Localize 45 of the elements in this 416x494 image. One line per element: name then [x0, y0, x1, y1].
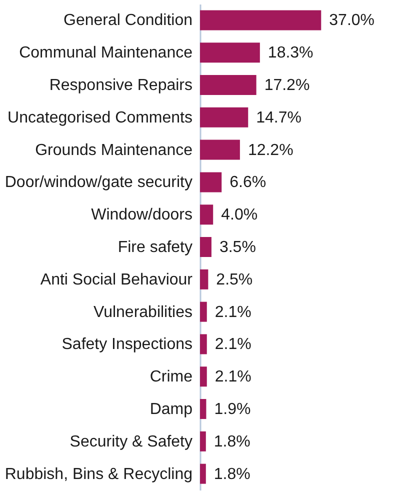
bar — [200, 366, 207, 387]
y-tick-label: Safety Inspections — [62, 336, 192, 354]
bar — [200, 431, 206, 452]
data-label: 2.1% — [214, 304, 252, 321]
y-tick-label: Crime — [150, 368, 193, 386]
y-tick-label: Responsive Repairs — [49, 77, 192, 94]
bar — [200, 140, 240, 160]
bar — [200, 399, 206, 419]
data-label: 1.8% — [214, 466, 250, 483]
y-tick-label: Damp — [150, 401, 193, 418]
y-tick-label: Door/window/gate security — [4, 174, 192, 192]
data-label: 12.2% — [248, 142, 294, 159]
y-tick-label: Communal Maintenance — [19, 44, 193, 62]
bar — [200, 10, 322, 30]
y-tick-label: Vulnerabilities — [93, 304, 192, 321]
y-tick-label: Grounds Maintenance — [35, 142, 193, 159]
data-label: 18.3% — [268, 44, 314, 62]
bar — [200, 107, 248, 128]
bar — [200, 204, 214, 225]
data-label: 2.5% — [216, 271, 253, 288]
data-label: 1.8% — [214, 433, 250, 450]
y-tick-label: Fire safety — [118, 239, 192, 256]
data-label: 4.0% — [221, 206, 258, 224]
data-label: 1.9% — [214, 401, 251, 418]
data-label: 14.7% — [256, 109, 302, 126]
y-tick-label: Rubbish, Bins & Recycling — [4, 466, 192, 483]
data-label: 3.5% — [219, 239, 256, 256]
y-tick-label: Security & Safety — [70, 433, 192, 450]
y-tick-label: Window/doors — [91, 206, 192, 224]
bar — [200, 75, 256, 95]
bar — [200, 172, 222, 192]
bar — [200, 269, 208, 290]
data-label: 17.2% — [264, 77, 310, 94]
data-label: 6.6% — [230, 174, 266, 192]
data-label: 37.0% — [329, 12, 375, 30]
data-label: 2.1% — [214, 336, 252, 354]
bar — [200, 302, 207, 322]
bar — [200, 237, 212, 257]
y-tick-label: Uncategorised Comments — [8, 109, 192, 126]
bar — [200, 334, 207, 354]
data-label: 2.1% — [214, 368, 252, 386]
y-tick-label: General Condition — [64, 12, 192, 30]
bar — [200, 464, 206, 484]
y-tick-label: Anti Social Behaviour — [40, 271, 194, 288]
bar — [200, 42, 260, 63]
